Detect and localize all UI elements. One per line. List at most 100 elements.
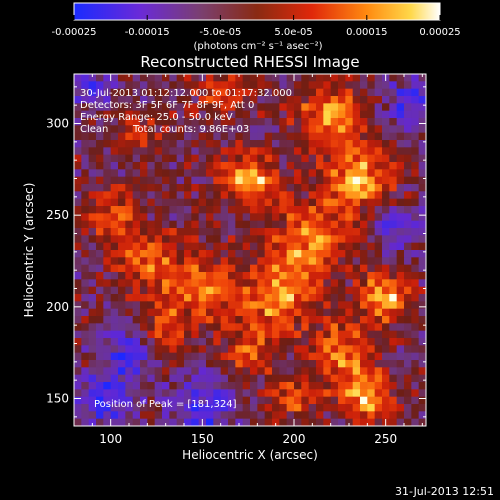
heatmap-cell (389, 382, 398, 390)
heatmap-cell (169, 345, 178, 354)
heatmap-cell (235, 154, 244, 163)
heatmap-cell (125, 169, 134, 178)
heatmap-cell (404, 242, 412, 251)
heatmap-cell (330, 132, 339, 141)
heatmap-cell (360, 286, 368, 295)
heatmap-cell (184, 206, 192, 214)
heatmap-cell (264, 352, 273, 361)
heatmap-cell (235, 125, 244, 134)
heatmap-cell (286, 272, 295, 280)
heatmap-cell (286, 88, 295, 97)
heatmap-cell (396, 316, 405, 324)
heatmap-cell (242, 162, 251, 170)
heatmap-cell (125, 162, 134, 170)
heatmap-cell (330, 272, 339, 280)
heatmap-cell (279, 198, 288, 207)
heatmap-cell (389, 338, 398, 346)
heatmap-cell (352, 154, 361, 163)
heatmap-cell (154, 338, 163, 346)
heatmap-cell (250, 316, 258, 324)
heatmap-cell (396, 360, 405, 368)
heatmap-cell (74, 367, 82, 376)
heatmap-cell (220, 374, 229, 383)
heatmap-cell (308, 125, 317, 134)
heatmap-cell (250, 308, 258, 317)
heatmap-cell (88, 286, 97, 295)
heatmap-cell (88, 323, 97, 332)
heatmap-cell (169, 118, 178, 126)
heatmap-cell (272, 176, 280, 185)
heatmap-cell (272, 308, 280, 317)
heatmap-cell (316, 389, 324, 398)
heatmap-cell (88, 250, 97, 258)
heatmap-cell (352, 213, 361, 222)
heatmap-cell (96, 140, 104, 148)
heatmap-cell (103, 118, 112, 126)
heatmap-cell (279, 367, 288, 376)
heatmap-cell (389, 396, 398, 405)
heatmap-cell (382, 162, 390, 170)
heatmap-cell (257, 169, 266, 178)
heatmap-cell (345, 257, 354, 266)
heatmap-cell (301, 396, 310, 405)
heatmap-cell (279, 294, 288, 302)
heatmap-cell (81, 323, 90, 332)
heatmap-cell (367, 74, 376, 82)
heatmap-cell (118, 404, 126, 412)
heatmap-cell (140, 213, 148, 222)
heatmap-cell (96, 352, 104, 361)
heatmap-cell (74, 279, 82, 288)
heatmap-cell (279, 220, 288, 229)
heatmap-cell (81, 118, 90, 126)
heatmap-cell (88, 308, 97, 317)
heatmap-cell (147, 345, 156, 354)
heatmap-cell (235, 235, 244, 244)
heatmap-cell (176, 250, 185, 258)
heatmap-cell (418, 264, 427, 273)
heatmap-cell (81, 308, 90, 317)
heatmap-cell (132, 279, 141, 288)
heatmap-cell (360, 279, 368, 288)
heatmap-cell (272, 294, 280, 302)
heatmap-cell (184, 411, 192, 420)
heatmap-cell (360, 213, 368, 222)
heatmap-cell (228, 418, 236, 427)
heatmap-cell (418, 316, 427, 324)
heatmap-cell (352, 396, 361, 405)
heatmap-cell (352, 360, 361, 368)
heatmap-cell (228, 396, 236, 405)
heatmap-cell (213, 360, 222, 368)
heatmap-cell (257, 81, 266, 90)
heatmap-cell (242, 257, 251, 266)
heatmap-cell (404, 110, 412, 119)
heatmap-cell (220, 345, 229, 354)
heatmap-cell (191, 301, 200, 310)
heatmap-cell (404, 147, 412, 156)
heatmap-cell (220, 272, 229, 280)
heatmap-cell (418, 286, 427, 295)
heatmap-cell (103, 345, 112, 354)
heatmap-cell (88, 213, 97, 222)
heatmap-cell (132, 125, 141, 134)
heatmap-cell (367, 418, 376, 427)
heatmap-cell (176, 374, 185, 383)
heatmap-cell (154, 169, 163, 178)
heatmap-cell (411, 242, 420, 251)
heatmap-cell (103, 125, 112, 134)
heatmap-cell (396, 103, 405, 112)
heatmap-cell (191, 81, 200, 90)
heatmap-cell (198, 103, 207, 112)
heatmap-cell (220, 308, 229, 317)
heatmap-cell (88, 279, 97, 288)
heatmap-cell (184, 191, 192, 200)
heatmap-cell (213, 294, 222, 302)
heatmap-cell (330, 286, 339, 295)
heatmap-cell (169, 191, 178, 200)
heatmap-cell (257, 367, 266, 376)
heatmap-cell (235, 184, 244, 192)
heatmap-cell (154, 308, 163, 317)
heatmap-cell (352, 81, 361, 90)
heatmap-cell (74, 360, 82, 368)
heatmap-cell (382, 198, 390, 207)
heatmap-cell (257, 389, 266, 398)
